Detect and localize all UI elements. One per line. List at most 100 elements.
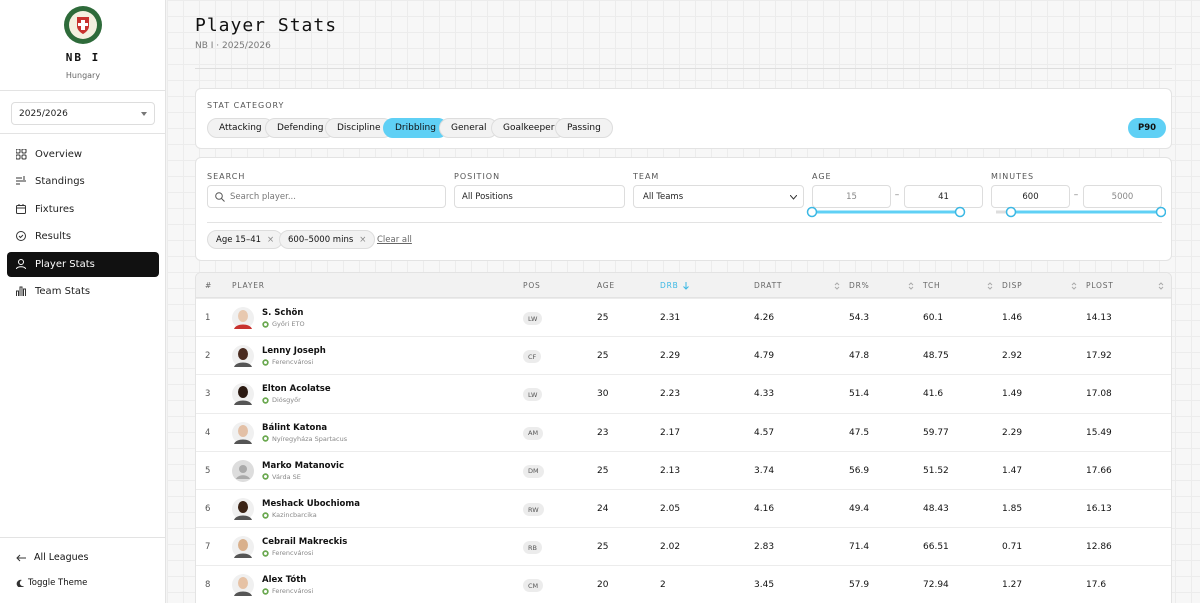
toggle-theme[interactable]: Toggle Theme <box>16 578 87 588</box>
search-input[interactable]: Search player... <box>207 185 446 208</box>
category-tab[interactable]: General <box>439 118 499 138</box>
player-name[interactable]: S. Schön <box>262 308 304 318</box>
age-min: 15 <box>846 191 857 202</box>
player-avatar <box>232 307 254 329</box>
stat-cell: 3 <box>205 389 211 400</box>
season-select[interactable]: 2025/2026 <box>11 102 155 125</box>
chip-label: 600–5000 mins <box>288 234 354 245</box>
stat-cell: 7 <box>205 542 211 553</box>
stat-category-card: STAT CATEGORY P90 Attacking Defending Disc… <box>195 88 1172 149</box>
clear-all[interactable]: Clear all <box>377 235 412 245</box>
column-header: PLAYER <box>232 273 265 298</box>
position-badge: RB <box>523 541 542 555</box>
column-header[interactable]: DISP <box>1002 273 1077 298</box>
minutes-min-input[interactable]: 600 <box>991 185 1070 208</box>
column-header[interactable]: TCH <box>923 273 993 298</box>
nav-item[interactable]: Team Stats <box>7 279 159 304</box>
minutes-slider[interactable] <box>991 205 1166 219</box>
table-row[interactable]: 5 Marko Matanovic Várda SE DM 25 2.13 3.74 56.9… <box>196 450 1171 489</box>
league-logo <box>64 6 102 44</box>
sort-icon <box>682 281 689 290</box>
player-name[interactable]: Bálint Katona <box>262 422 328 433</box>
nav-item[interactable]: Player Stats <box>7 251 159 277</box>
table-row[interactable]: 6 Meshack Ubochioma Kazincbarcika RW 24 2.05 4… <box>196 489 1171 527</box>
player-name[interactable]: Meshack Ubochioma <box>262 499 360 509</box>
player-cell: S. Schön Győri ETO <box>232 299 305 337</box>
table-row[interactable]: 3 Elton Acolatse Diósgyőr LW 30 2.23 4.33 51.4 4… <box>196 374 1171 413</box>
category-tab[interactable]: Passing <box>555 118 613 138</box>
table-row[interactable]: 8 Alex Tóth Ferencvárosi CM 20 2 3.45 57.9 72.94… <box>196 565 1171 603</box>
table-row[interactable]: 2 Lenny Joseph Ferencvárosi CF 25 2.29 4.79 47.… <box>196 336 1171 375</box>
stat-cell: 41.6 <box>923 389 944 400</box>
table-row[interactable]: 1 S. Schön Győri ETO LW 25 2.31 4.26 54.3 60.1 1.… <box>196 298 1171 337</box>
stat-cell: 1.85 <box>1002 504 1023 514</box>
position-label: POSITION <box>454 172 501 181</box>
column-header[interactable]: DRATT <box>754 273 840 298</box>
age-label: AGE <box>812 172 832 181</box>
category-tab[interactable]: Dribbling <box>383 118 448 138</box>
player-cell: Lenny Joseph Ferencvárosi <box>232 337 326 375</box>
chip-label: Age 15–41 <box>216 234 262 245</box>
nav-item[interactable]: Fixtures <box>7 197 159 222</box>
column-header[interactable]: DR% <box>849 273 914 298</box>
player-name[interactable]: Marko Matanovic <box>262 460 344 471</box>
player-name[interactable]: Cebrail Makreckis <box>262 537 348 548</box>
team-name: Ferencvárosi <box>272 587 314 596</box>
player-info: Cebrail Makreckis Ferencvárosi <box>262 537 347 557</box>
column-header[interactable]: DRB <box>660 273 690 298</box>
stat-cell: 5 <box>205 465 211 476</box>
column-header[interactable]: PLOST <box>1086 273 1164 298</box>
stat-cell: 25 <box>597 351 609 362</box>
team-badge <box>262 397 269 404</box>
player-name[interactable]: Lenny Joseph <box>262 346 326 357</box>
nav-item[interactable]: Overview <box>7 142 159 167</box>
player-name[interactable]: Alex Tóth <box>262 575 307 586</box>
stat-cell: 48.43 <box>923 504 949 514</box>
stat-cell: 3.45 <box>754 580 775 591</box>
nav-item[interactable]: Standings <box>7 169 159 194</box>
age-slider[interactable] <box>806 205 966 219</box>
back-icon <box>16 554 26 561</box>
team-name: Nyíregyháza Spartacus <box>272 434 348 443</box>
stat-cell: 2.23 <box>660 389 681 400</box>
player-info: S. Schön Győri ETO <box>262 308 305 328</box>
team-name: Várda SE <box>272 472 301 481</box>
player-cell: Elton Acolatse Diósgyőr <box>232 375 331 413</box>
all-leagues[interactable]: All Leagues <box>16 552 88 563</box>
filter-chip[interactable]: Age 15–41 × <box>207 230 284 249</box>
stat-cell: 4.26 <box>754 313 775 323</box>
position-badge: LW <box>523 388 543 402</box>
chip-remove[interactable]: × <box>267 234 275 245</box>
age-max-input[interactable]: 41 <box>904 185 983 208</box>
column-label: DISP <box>1002 281 1023 290</box>
category-tab[interactable]: Attacking <box>207 118 274 138</box>
table-row[interactable]: 7 Cebrail Makreckis Ferencvárosi RB 25 2.02 2.… <box>196 527 1171 565</box>
stat-cell: 54.3 <box>849 313 870 323</box>
stat-cell: 25 <box>597 465 609 476</box>
category-tab[interactable]: Goalkeeper <box>491 118 567 138</box>
nav-icon <box>16 176 26 185</box>
position-badge: AM <box>523 426 544 440</box>
stat-cell: 25 <box>597 313 609 323</box>
stat-cell: 1.49 <box>1002 389 1023 400</box>
stats-table: # PLAYER POS AGE DRB DRATT DR% TCH DISP PLOST 1 S.… <box>195 272 1172 603</box>
search-icon <box>215 192 225 202</box>
team-select[interactable]: All Teams <box>633 185 804 208</box>
position-select[interactable]: All Positions <box>454 185 625 208</box>
table-row[interactable]: 4 Bálint Katona Nyíregyháza Spartacus AM 23 2… <box>196 412 1171 451</box>
stat-cell: 2.02 <box>660 542 681 553</box>
player-avatar <box>232 574 254 597</box>
column-label: DR% <box>849 281 870 290</box>
age-min-input[interactable]: 15 <box>812 185 891 208</box>
minutes-max-input[interactable]: 5000 <box>1083 185 1162 208</box>
chip-remove[interactable]: × <box>359 234 367 245</box>
stat-cell: 2.29 <box>660 351 681 362</box>
team-label: TEAM <box>633 172 660 181</box>
nav-item[interactable]: Results <box>7 224 159 249</box>
player-name[interactable]: Elton Acolatse <box>262 384 331 395</box>
filter-chip[interactable]: 600–5000 mins × <box>279 230 376 249</box>
stat-cell: 17.6 <box>1086 580 1107 591</box>
range-separator: – <box>894 190 900 200</box>
p90-toggle[interactable]: P90 <box>1128 118 1167 138</box>
team-badge <box>262 588 269 595</box>
